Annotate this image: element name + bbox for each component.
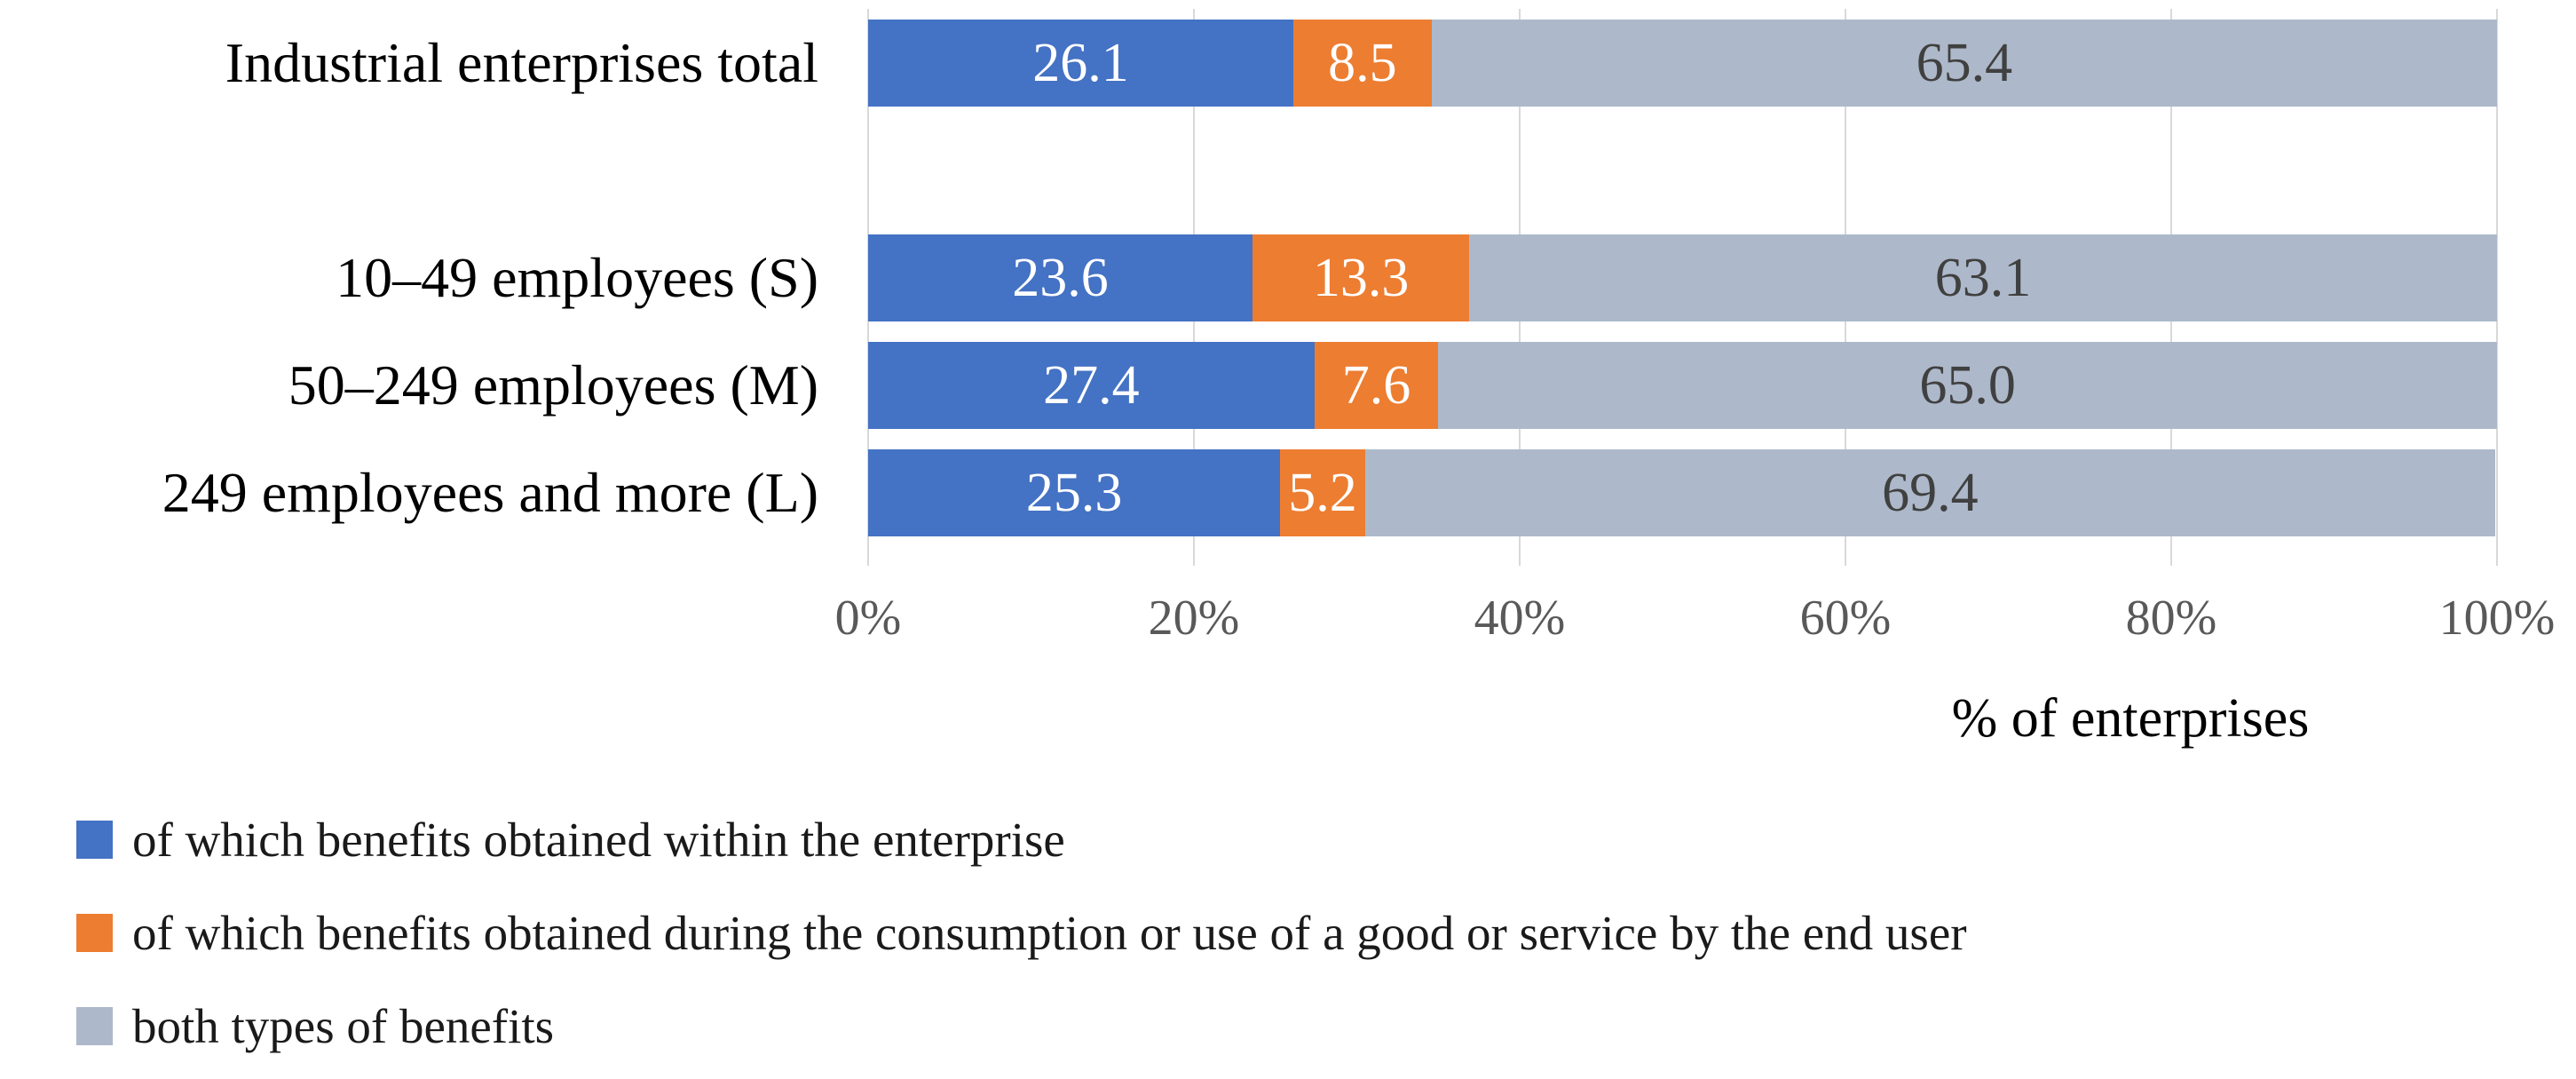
x-axis-ticks bbox=[867, 546, 2498, 567]
data-label: 23.6 bbox=[1012, 247, 1109, 308]
data-label: 13.3 bbox=[1312, 247, 1410, 308]
bar-segment: 8.5 bbox=[1292, 19, 1432, 107]
legend-label: of which benefits obtained within the en… bbox=[132, 813, 1065, 867]
bar-segment: 65.4 bbox=[1431, 19, 2497, 107]
legend-swatch bbox=[76, 821, 113, 859]
legend-swatch bbox=[76, 914, 113, 952]
bar-segment: 5.2 bbox=[1280, 448, 1365, 536]
bar-segment: 27.4 bbox=[868, 341, 1315, 429]
bar-rows: 26.1 8.5 65.4 23.6 13.3 63.1 27.4 7.6 65.0 25.3 5.… bbox=[868, 9, 2497, 546]
data-label: 8.5 bbox=[1328, 32, 1397, 93]
x-axis-title: % of enterprises bbox=[1951, 688, 2310, 749]
bar-row: 27.4 7.6 65.0 bbox=[868, 331, 2497, 439]
legend: of which benefits obtained within the en… bbox=[76, 815, 1967, 1051]
category-labels: Industrial enterprises total 10–49 employ… bbox=[0, 9, 843, 546]
category-label: 249 employees and more (L) bbox=[162, 460, 818, 524]
data-label: 7.6 bbox=[1341, 354, 1411, 416]
data-label: 69.4 bbox=[1882, 462, 1979, 523]
stacked-bar: 23.6 13.3 63.1 bbox=[868, 234, 2497, 321]
category-label: 50–249 employees (M) bbox=[288, 353, 818, 417]
data-label: 27.4 bbox=[1043, 354, 1140, 416]
data-label: 65.0 bbox=[1919, 354, 2016, 416]
bar-row: 25.3 5.2 69.4 bbox=[868, 439, 2497, 546]
tick-mark bbox=[2496, 546, 2498, 566]
category-label: Industrial enterprises total bbox=[225, 30, 818, 94]
bar-segment: 25.3 bbox=[868, 448, 1281, 536]
tick-mark bbox=[867, 546, 869, 566]
bar-segment: 26.1 bbox=[868, 19, 1293, 107]
category-label: 10–49 employees (S) bbox=[336, 245, 818, 309]
bar-row: 23.6 13.3 63.1 bbox=[868, 224, 2497, 331]
legend-item: both types of benefits bbox=[76, 1002, 1967, 1051]
bar-row: 26.1 8.5 65.4 bbox=[868, 9, 2497, 116]
bar-segment: 23.6 bbox=[868, 234, 1253, 321]
bar-segment: 63.1 bbox=[1469, 234, 2497, 321]
x-tick-label: 40% bbox=[1474, 591, 1566, 646]
data-label: 5.2 bbox=[1288, 462, 1357, 523]
x-axis-tick-labels: 0% 20% 40% 60% 80% 100% bbox=[835, 591, 2556, 655]
bar-segment: 65.0 bbox=[1438, 341, 2497, 429]
bar-segment: 7.6 bbox=[1314, 341, 1439, 429]
data-label: 65.4 bbox=[1916, 32, 2013, 93]
plot-area: 26.1 8.5 65.4 23.6 13.3 63.1 27.4 7.6 65.0 25.3 5.… bbox=[867, 9, 2498, 546]
bar-segment: 69.4 bbox=[1364, 448, 2496, 536]
tick-mark bbox=[2170, 546, 2172, 566]
x-tick-label: 20% bbox=[1148, 591, 1240, 646]
data-label: 25.3 bbox=[1025, 462, 1123, 523]
tick-mark bbox=[1193, 546, 1195, 566]
x-tick-label: 100% bbox=[2438, 591, 2556, 646]
stacked-bar: 25.3 5.2 69.4 bbox=[868, 448, 2497, 536]
tick-mark bbox=[1845, 546, 1846, 566]
x-tick-label: 0% bbox=[834, 591, 902, 646]
x-tick-label: 60% bbox=[1799, 591, 1892, 646]
legend-item: of which benefits obtained within the en… bbox=[76, 815, 1967, 864]
gridline bbox=[2496, 9, 2498, 546]
bar-row bbox=[868, 116, 2497, 224]
tick-mark bbox=[1519, 546, 1521, 566]
legend-item: of which benefits obtained during the co… bbox=[76, 908, 1967, 957]
stacked-bar: 26.1 8.5 65.4 bbox=[868, 19, 2497, 107]
legend-swatch bbox=[76, 1007, 113, 1045]
data-label: 26.1 bbox=[1032, 32, 1129, 93]
legend-label: both types of benefits bbox=[132, 999, 555, 1053]
legend-label: of which benefits obtained during the co… bbox=[132, 906, 1967, 960]
bar-segment: 13.3 bbox=[1252, 234, 1470, 321]
x-tick-label: 80% bbox=[2125, 591, 2217, 646]
category-label bbox=[0, 116, 843, 224]
data-label: 63.1 bbox=[1934, 247, 2032, 308]
stacked-bar: 27.4 7.6 65.0 bbox=[868, 341, 2497, 429]
